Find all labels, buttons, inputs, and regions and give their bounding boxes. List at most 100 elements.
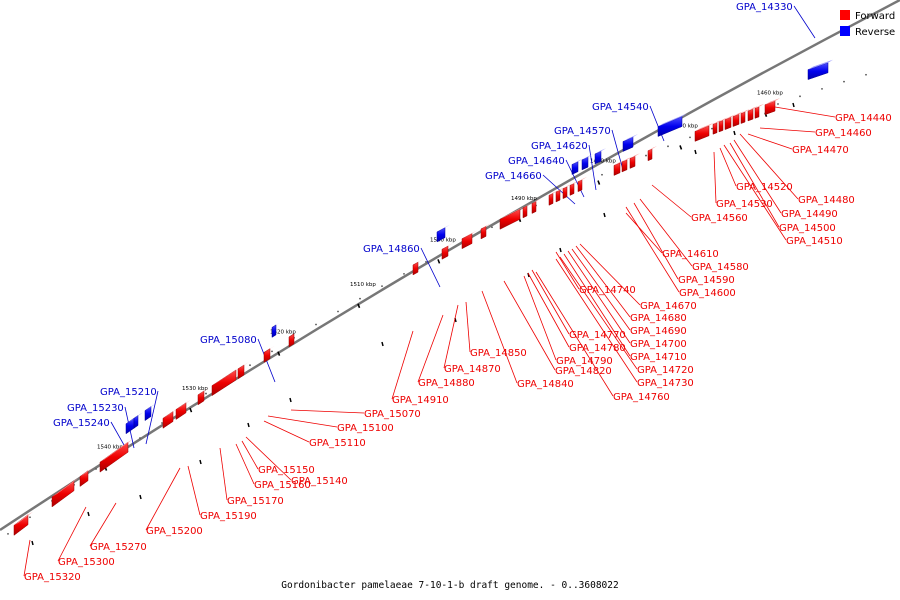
forward-gene-label: GPA_14600: [679, 288, 736, 299]
reverse-gene-label: GPA_14640: [508, 156, 565, 167]
leader-line: [625, 212, 663, 254]
forward-gene-block: [13, 514, 29, 536]
gene-block-face: [713, 119, 722, 125]
forward-gene-label: GPA_14670: [640, 301, 697, 312]
feature-mark: [694, 149, 697, 155]
legend-reverse-label: Reverse: [855, 27, 895, 38]
forward-gene-block: [569, 183, 575, 196]
forward-gene-label: GPA_14700: [630, 339, 687, 350]
gene-block-face: [725, 114, 736, 120]
tick-marks: 1460 kbp 1470 kbp 1480 kbp 1490 kbp 1500 kbp…: [31, 91, 795, 546]
leader-line: [531, 269, 570, 335]
feature-mark: [733, 130, 736, 136]
leader-line: [443, 304, 459, 369]
scale-dot: [161, 422, 163, 424]
forward-gene-label: GPA_14690: [630, 326, 687, 337]
leader-line: [523, 275, 557, 361]
gene-block-face: [614, 159, 625, 166]
leader-line: [263, 420, 310, 443]
tick-label: 1490 kbp: [511, 196, 537, 202]
scale-dot: [403, 272, 405, 275]
forward-gene-label: GPA_15270: [90, 542, 147, 553]
tick-label: 1530 kbp: [182, 386, 208, 392]
forward-gene-block: [754, 106, 760, 119]
gene-block-face: [264, 345, 275, 353]
leader-line: [651, 184, 692, 218]
leader-line: [571, 248, 631, 331]
gene-block-face: [212, 366, 241, 386]
feature-mark: [199, 459, 202, 465]
feature-mark: [139, 494, 142, 500]
forward-gene-label: GPA_14850: [470, 348, 527, 359]
forward-gene-block: [577, 179, 583, 193]
forward-gene-label: GPA_14740: [579, 285, 636, 296]
forward-gene-label: GPA_14880: [418, 378, 475, 389]
leader-line: [793, 5, 816, 39]
gene-block-face: [582, 154, 593, 160]
gene-block-face: [413, 259, 423, 265]
forward-gene-label: GPA_14510: [786, 236, 843, 247]
gene-block-face: [437, 224, 450, 232]
gene-block-face: [648, 146, 657, 151]
tick-mark: [437, 259, 441, 264]
gene-block-face: [733, 111, 744, 117]
forward-gene-block: [211, 369, 237, 397]
gene-block-face: [622, 156, 632, 162]
gene-block-face: [549, 190, 558, 196]
leader-line: [241, 440, 259, 470]
gene-block-face: [80, 467, 93, 477]
gene-block-face: [238, 361, 249, 369]
gene-block-face: [755, 103, 764, 109]
forward-gene-label: GPA_15150: [258, 465, 315, 476]
leader-lines: [23, 5, 836, 577]
forward-gene-block: [162, 411, 174, 429]
scale-dot: [689, 136, 691, 139]
gene-block-face: [462, 230, 477, 239]
gene-block-face: [572, 158, 583, 165]
leader-line: [729, 142, 780, 228]
tick-mark: [357, 303, 361, 309]
leader-line: [145, 390, 159, 445]
forward-gene-label: GPA_15140: [291, 476, 348, 487]
scale-dot: [139, 437, 141, 439]
gene-block-face: [658, 113, 687, 127]
reverse-gene-block: [581, 156, 589, 171]
scale-dot: [667, 145, 669, 148]
scale-dot: [777, 103, 779, 105]
reverse-gene-label: GPA_15210: [100, 387, 157, 398]
leader-line: [759, 127, 816, 133]
tick-label: 1470 kbp: [672, 123, 698, 129]
scale-dot: [29, 516, 31, 519]
forward-gene-label: GPA_14680: [630, 313, 687, 324]
leader-line: [535, 271, 614, 397]
gene-block-face: [570, 180, 579, 186]
forward-gene-block: [237, 364, 245, 380]
genome-backbone: [0, 0, 900, 532]
reverse-gene-block: [594, 150, 602, 165]
forward-gene-label: GPA_14460: [815, 128, 872, 139]
tick-mark: [189, 407, 193, 413]
legend: Forward Reverse: [840, 10, 895, 38]
leader-line: [747, 133, 793, 150]
leader-line: [563, 253, 631, 357]
forward-gene-label: GPA_14440: [835, 113, 892, 124]
gene-block-face: [163, 408, 178, 419]
forward-gene-label: GPA_14490: [781, 209, 838, 220]
scale-dot: [601, 173, 603, 176]
gene-block-face: [741, 109, 750, 114]
forward-gene-label: GPA_14730: [637, 378, 694, 389]
forward-gene-label: GPA_14720: [637, 365, 694, 376]
tick-mark: [679, 145, 683, 150]
tick-label: 1540 kbp: [97, 445, 123, 451]
forward-gene-label: GPA_14560: [691, 213, 748, 224]
scale-dot: [95, 468, 97, 470]
leader-line: [733, 139, 782, 214]
leader-line: [719, 147, 737, 187]
forward-gene-label: GPA_14530: [716, 199, 773, 210]
forward-gene-block: [562, 186, 568, 200]
leader-line: [290, 409, 365, 414]
tick-label: 1510 kbp: [350, 282, 376, 288]
reverse-gene-block: [571, 161, 579, 175]
forward-gene-label: GPA_14480: [798, 195, 855, 206]
